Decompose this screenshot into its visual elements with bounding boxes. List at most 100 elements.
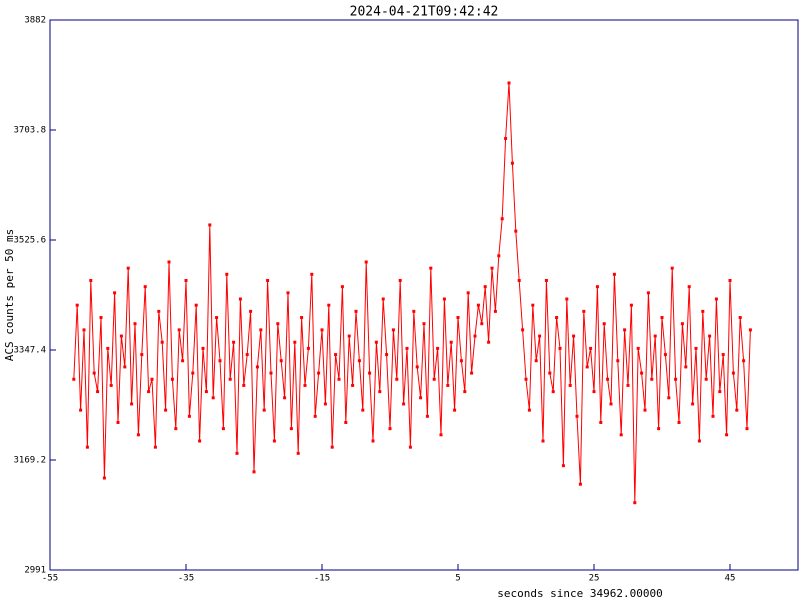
data-point (89, 278, 93, 282)
data-point (415, 365, 419, 369)
data-point (242, 383, 246, 387)
data-point (177, 328, 181, 332)
data-point (130, 402, 134, 406)
data-point (96, 390, 100, 394)
data-point (674, 377, 678, 381)
data-point (371, 439, 375, 443)
y-tick-label: 3347.4 (13, 346, 46, 356)
data-point (184, 278, 188, 282)
data-point (123, 365, 127, 369)
data-point (731, 371, 735, 375)
data-point (340, 285, 344, 289)
data-point (289, 427, 293, 431)
data-point (259, 328, 263, 332)
data-point (232, 340, 236, 344)
data-point (480, 322, 484, 326)
data-point (252, 470, 256, 474)
data-point (364, 260, 368, 264)
data-point (453, 408, 457, 412)
data-point (157, 309, 161, 313)
data-point (378, 390, 382, 394)
data-point (578, 482, 582, 486)
data-point (334, 353, 338, 357)
data-point (221, 427, 225, 431)
data-point (313, 414, 317, 418)
y-tick-label: 2991 (24, 566, 46, 576)
data-point (82, 328, 86, 332)
data-point (582, 309, 586, 313)
data-point (616, 359, 620, 363)
data-point (198, 439, 202, 443)
data-point (680, 322, 684, 326)
data-point (660, 316, 664, 320)
data-point (619, 433, 623, 437)
data-point (249, 309, 253, 313)
data-point (541, 439, 545, 443)
data-point (646, 291, 650, 295)
data-point (691, 402, 695, 406)
data-point (548, 371, 552, 375)
data-point (623, 328, 627, 332)
data-point (160, 340, 164, 344)
data-point (119, 334, 123, 338)
data-point (215, 316, 219, 320)
data-point (357, 359, 361, 363)
data-point (517, 278, 521, 282)
data-point (92, 371, 96, 375)
data-point (490, 266, 494, 270)
data-point (653, 334, 657, 338)
data-point (408, 445, 412, 449)
data-point (497, 254, 501, 258)
data-point (534, 359, 538, 363)
data-point (466, 291, 470, 295)
data-point (99, 316, 103, 320)
data-point (629, 303, 633, 307)
data-point (442, 297, 446, 301)
data-point (626, 383, 630, 387)
data-point (524, 377, 528, 381)
data-point (374, 340, 378, 344)
data-point (558, 346, 562, 350)
data-point (79, 408, 83, 412)
data-point (602, 322, 606, 326)
data-point (476, 303, 480, 307)
data-point (317, 371, 321, 375)
data-point (609, 402, 613, 406)
data-point (385, 353, 389, 357)
data-point (191, 371, 195, 375)
data-point (694, 346, 698, 350)
data-point (572, 334, 576, 338)
data-line (73, 82, 751, 503)
data-point (470, 371, 474, 375)
data-point (697, 439, 701, 443)
data-point (640, 371, 644, 375)
data-point (439, 433, 443, 437)
data-point (592, 390, 596, 394)
data-point (286, 291, 290, 295)
data-point (228, 377, 232, 381)
data-point (255, 365, 259, 369)
data-point (395, 377, 399, 381)
data-point (456, 316, 460, 320)
data-point (514, 229, 518, 233)
data-point (721, 353, 725, 357)
data-point (419, 396, 423, 400)
data-point (551, 390, 555, 394)
data-point (606, 377, 610, 381)
data-point (527, 408, 531, 412)
chart-title: 2024-04-21T09:42:42 (350, 5, 499, 20)
data-point (561, 464, 565, 468)
data-point (388, 427, 392, 431)
data-point (711, 414, 715, 418)
data-point (211, 396, 215, 400)
data-point (633, 501, 637, 505)
data-point (663, 353, 667, 357)
data-point (102, 476, 106, 480)
data-point (725, 433, 729, 437)
data-point (728, 278, 732, 282)
data-point (323, 402, 327, 406)
data-point (75, 303, 79, 307)
data-point (204, 390, 208, 394)
data-point (708, 334, 712, 338)
data-point (507, 81, 511, 85)
